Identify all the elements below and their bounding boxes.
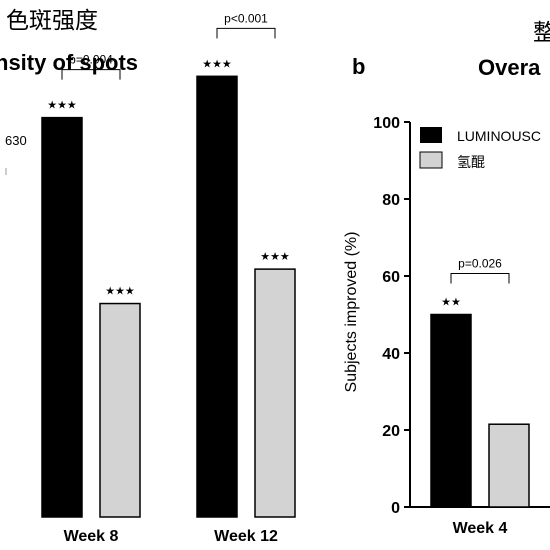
panel-a-left-tick-fragment: 630 (5, 133, 27, 148)
panel-b-letter: b (352, 54, 365, 79)
panel-b-title: Overa (478, 55, 541, 80)
bar-hydroquinone (254, 268, 296, 518)
panel-b-cn-title-fragment: 整 (533, 20, 550, 46)
significance-stars: ★★★ (47, 99, 77, 112)
bar-luminous (196, 75, 238, 518)
x-category-label: Week 8 (64, 528, 119, 545)
significance-stars: ★★ (441, 296, 461, 309)
significance-stars: ★★★ (260, 250, 290, 263)
y-tick-label: 100 (373, 115, 400, 132)
legend-label-hydroquinone: 氢醌 (457, 155, 485, 171)
bar-luminous (430, 313, 472, 508)
x-category-label: Week 12 (214, 528, 278, 545)
comparison-p-value: p=0.026 (458, 257, 502, 271)
y-tick-label: 80 (382, 192, 400, 209)
comparison-bracket (61, 69, 121, 80)
y-tick-label: 40 (382, 346, 400, 363)
comparison-bracket (450, 273, 510, 284)
y-tick-label: 20 (382, 423, 400, 440)
legend-swatch-hydroquinone (419, 151, 443, 169)
y-tick-label: 60 (382, 269, 400, 286)
bar-luminous (41, 116, 83, 518)
panel-a-title: nsity of spots (0, 50, 138, 75)
bar-hydroquinone (488, 423, 530, 508)
panel-b-y-axis-label: Subjects improved (%) (343, 232, 360, 393)
significance-stars: ★★★ (105, 285, 135, 298)
comparison-bracket (216, 27, 276, 39)
bar-hydroquinone (99, 302, 141, 518)
comparison-p-value: p=0.004 (69, 53, 113, 67)
panel-a-cn-title: 色斑强度 (6, 8, 98, 34)
significance-stars: ★★★ (202, 57, 232, 70)
comparison-p-value: p<0.001 (224, 11, 268, 25)
x-category-label: Week 4 (453, 520, 508, 537)
legend-swatch-luminous (420, 127, 442, 143)
legend-label-luminous: LUMINOUSC (457, 128, 541, 144)
y-tick-label: 0 (391, 500, 400, 517)
